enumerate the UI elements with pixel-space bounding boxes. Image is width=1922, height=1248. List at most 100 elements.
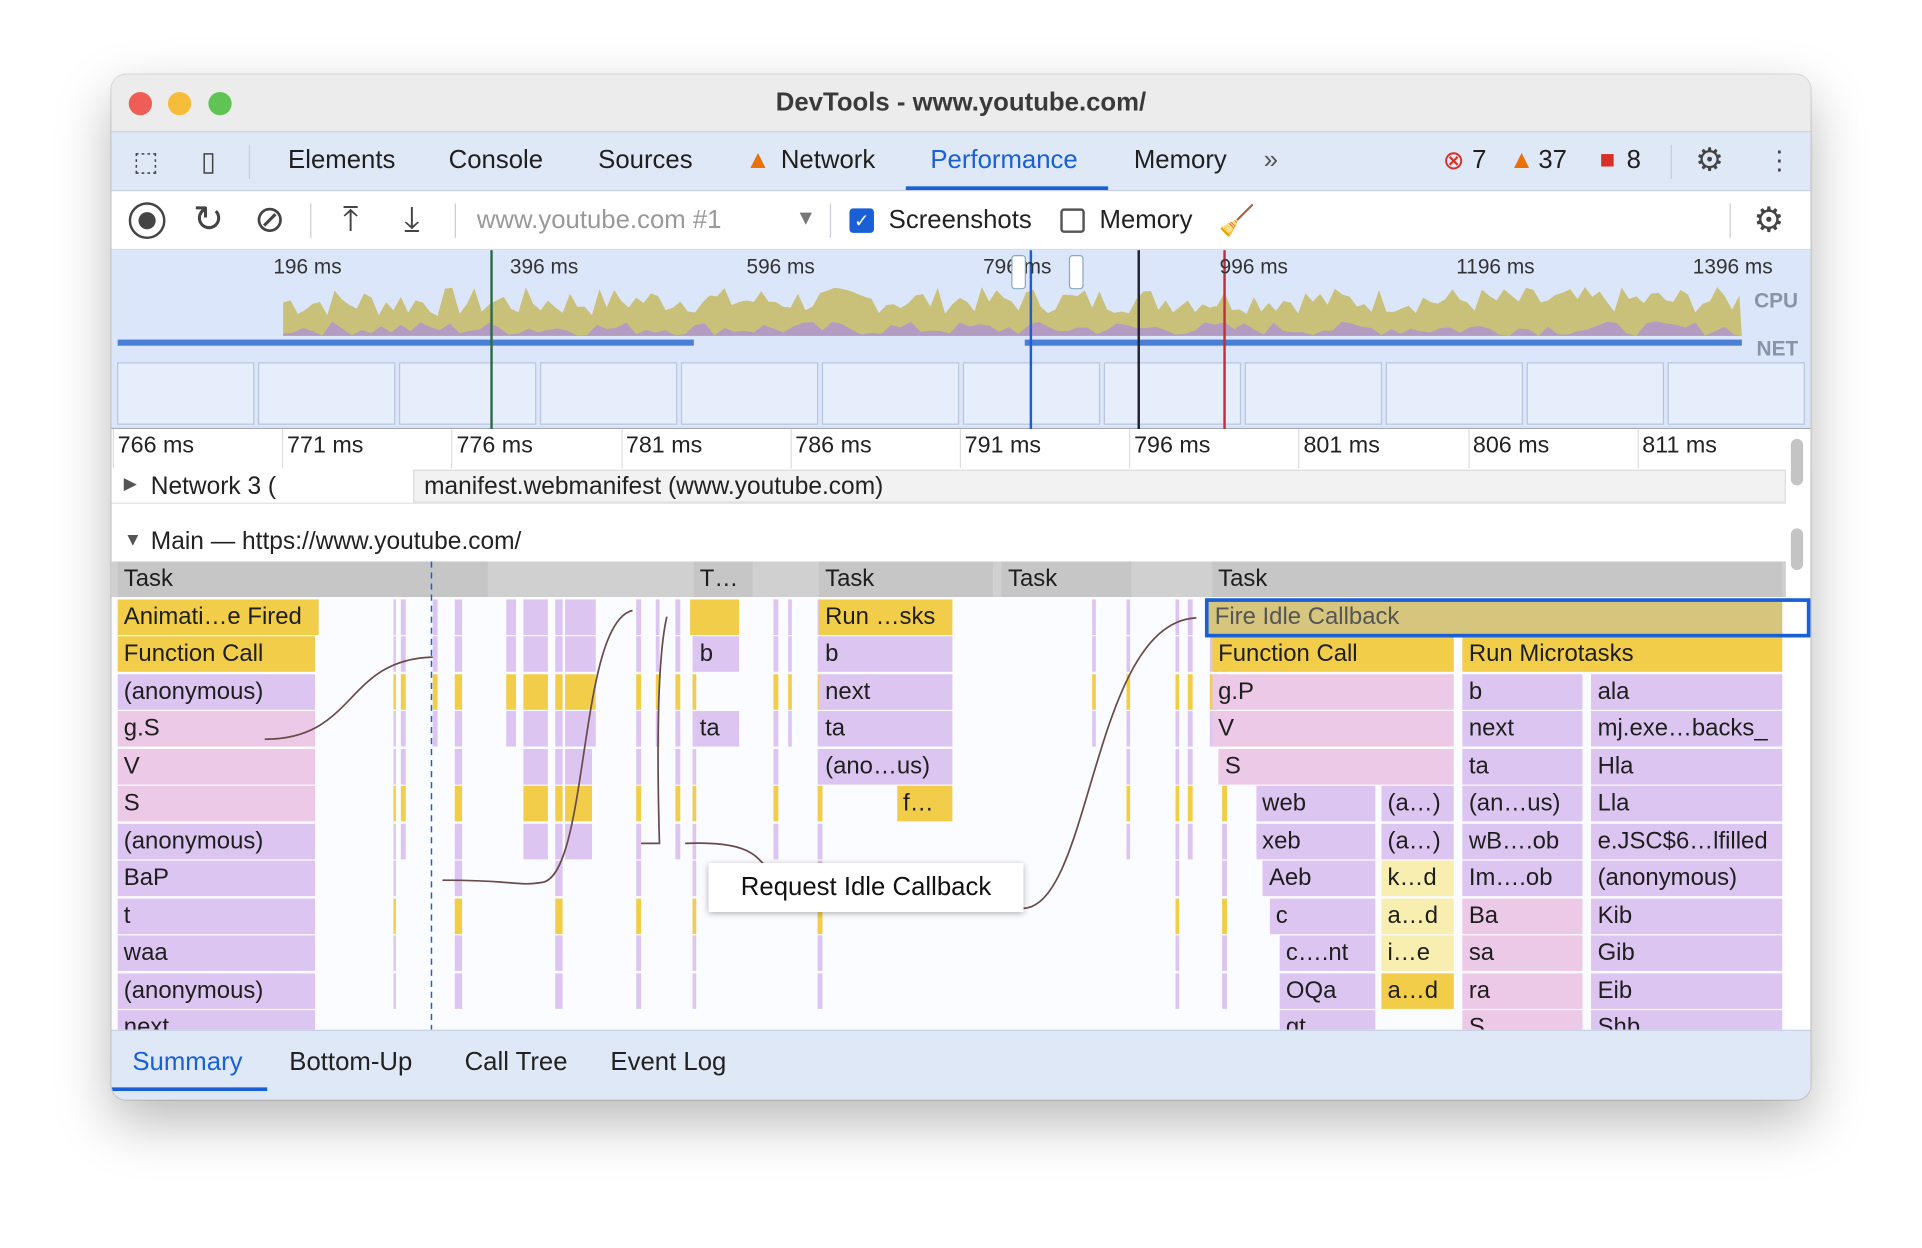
flame-sliver[interactable] — [773, 785, 779, 822]
flame-sliver[interactable] — [1126, 673, 1131, 710]
flame-sliver[interactable] — [523, 673, 548, 710]
flame-sliver[interactable] — [636, 897, 642, 934]
flame-sliver[interactable] — [817, 972, 823, 1009]
flame-event[interactable]: Fire Idle Callback — [1208, 598, 1783, 635]
flame-sliver[interactable] — [692, 860, 697, 897]
flame-event[interactable]: e.JSC$6…lfilled — [1591, 823, 1783, 859]
flame-event[interactable]: f… — [896, 785, 953, 822]
flame-sliver[interactable] — [506, 598, 517, 635]
flame-sliver[interactable] — [393, 972, 396, 1009]
flame-sliver[interactable] — [692, 823, 697, 859]
flame-sliver[interactable] — [454, 897, 463, 934]
flame-event[interactable]: Hla — [1591, 748, 1783, 784]
flame-event[interactable]: xeb — [1256, 823, 1376, 859]
flame-sliver[interactable] — [675, 785, 681, 822]
warning-count[interactable]: 37 — [1538, 145, 1567, 175]
settings-gear-icon[interactable]: ⚙ — [1695, 140, 1724, 178]
flame-sliver[interactable] — [523, 636, 548, 672]
flame-sliver[interactable] — [555, 598, 563, 635]
flame-sliver[interactable] — [1222, 860, 1227, 897]
flame-sliver[interactable] — [692, 673, 697, 710]
main-track-header[interactable]: ▼ Main — https://www.youtube.com/ — [112, 526, 1786, 560]
flame-event[interactable]: ta — [1462, 748, 1583, 784]
flame-event[interactable]: ta — [818, 711, 953, 747]
flame-sliver[interactable] — [817, 897, 823, 934]
flame-sliver[interactable] — [400, 711, 406, 747]
flame-sliver[interactable] — [523, 598, 548, 635]
flame-event[interactable]: S — [1218, 748, 1454, 784]
screenshot-thumbnail[interactable] — [398, 362, 537, 425]
flame-sliver[interactable] — [817, 935, 823, 971]
flame-sliver[interactable] — [432, 636, 438, 672]
capture-settings-gear-icon[interactable]: ⚙ — [1753, 200, 1785, 239]
flame-sliver[interactable] — [636, 673, 642, 710]
screenshot-thumbnail[interactable] — [821, 362, 960, 425]
collapse-triangle-icon[interactable]: ▼ — [123, 529, 143, 551]
flame-event[interactable]: (ano…us) — [818, 748, 953, 784]
flame-sliver[interactable] — [1092, 636, 1096, 672]
screenshot-thumbnail[interactable] — [258, 362, 396, 425]
flame-sliver[interactable] — [454, 860, 463, 897]
screenshot-thumbnail[interactable] — [1103, 362, 1242, 425]
flame-sliver[interactable] — [454, 935, 463, 971]
flame-sliver[interactable] — [555, 673, 563, 710]
flame-event[interactable]: web — [1256, 785, 1376, 822]
flame-event[interactable]: Task — [117, 561, 488, 598]
flame-sliver[interactable] — [454, 785, 463, 822]
flame-sliver[interactable] — [1175, 748, 1180, 784]
flame-sliver[interactable] — [523, 785, 548, 822]
flame-sliver[interactable] — [788, 636, 792, 672]
flame-sliver[interactable] — [506, 673, 517, 710]
flame-sliver[interactable] — [817, 785, 823, 822]
flame-event[interactable]: b — [693, 636, 739, 672]
flame-sliver[interactable] — [1175, 636, 1180, 672]
network-request-bar[interactable]: manifest.webmanifest (www.youtube.com) — [413, 469, 1786, 503]
flame-sliver[interactable] — [675, 598, 681, 635]
flame-sliver[interactable] — [692, 748, 697, 784]
flame-event[interactable]: c….nt — [1279, 935, 1376, 971]
flame-event[interactable]: (anonymous) — [117, 972, 316, 1009]
flame-event[interactable]: S — [1462, 1010, 1583, 1030]
flame-sliver[interactable] — [817, 823, 823, 859]
more-options-kebab-icon[interactable]: ⋮ — [1766, 147, 1793, 176]
flame-event[interactable]: Run Microtasks — [1462, 636, 1783, 672]
flame-event[interactable] — [690, 598, 739, 635]
flame-sliver[interactable] — [773, 636, 779, 672]
tab-event-log[interactable]: Event Log — [610, 1048, 727, 1077]
flame-sliver[interactable] — [555, 711, 563, 747]
expand-triangle-icon[interactable]: ▶ — [123, 473, 138, 493]
flame-sliver[interactable] — [432, 598, 438, 635]
screenshot-thumbnail[interactable] — [117, 362, 255, 425]
clear-icon[interactable]: ⊘ — [254, 199, 286, 240]
flame-sliver[interactable] — [506, 636, 517, 672]
tab-elements[interactable]: Elements — [288, 145, 396, 175]
flame-sliver[interactable] — [655, 636, 660, 672]
screenshot-thumbnail[interactable] — [1667, 362, 1805, 425]
flame-event[interactable]: Animati…e Fired — [117, 598, 319, 635]
flame-sliver[interactable] — [1175, 972, 1180, 1009]
tab-performance[interactable]: Performance — [930, 145, 1078, 175]
flame-event[interactable]: Run …sks — [818, 598, 953, 635]
flame-sliver[interactable] — [675, 711, 681, 747]
flame-sliver[interactable] — [1187, 598, 1193, 635]
screenshot-thumbnail[interactable] — [680, 362, 819, 425]
tab-sources[interactable]: Sources — [598, 145, 693, 175]
flame-sliver[interactable] — [400, 785, 406, 822]
tab-bottom-up[interactable]: Bottom-Up — [289, 1048, 413, 1077]
flame-sliver[interactable] — [393, 897, 396, 934]
flame-event[interactable]: gt — [1279, 1010, 1376, 1030]
close-window-button[interactable] — [128, 91, 152, 116]
flame-sliver[interactable] — [565, 823, 593, 859]
more-tabs-chevron-icon[interactable]: » — [1263, 145, 1279, 175]
flame-sliver[interactable] — [636, 972, 642, 1009]
flame-sliver[interactable] — [454, 711, 463, 747]
flame-sliver[interactable] — [393, 598, 396, 635]
flame-sliver[interactable] — [565, 636, 593, 672]
flame-sliver[interactable] — [636, 748, 642, 784]
flame-event[interactable]: V — [117, 748, 316, 784]
flame-sliver[interactable] — [636, 935, 642, 971]
flame-sliver[interactable] — [454, 636, 463, 672]
flame-event[interactable]: Task — [818, 561, 993, 598]
flame-scrollbar[interactable] — [1790, 528, 1804, 571]
target-select[interactable]: www.youtube.com #1 — [476, 205, 722, 235]
